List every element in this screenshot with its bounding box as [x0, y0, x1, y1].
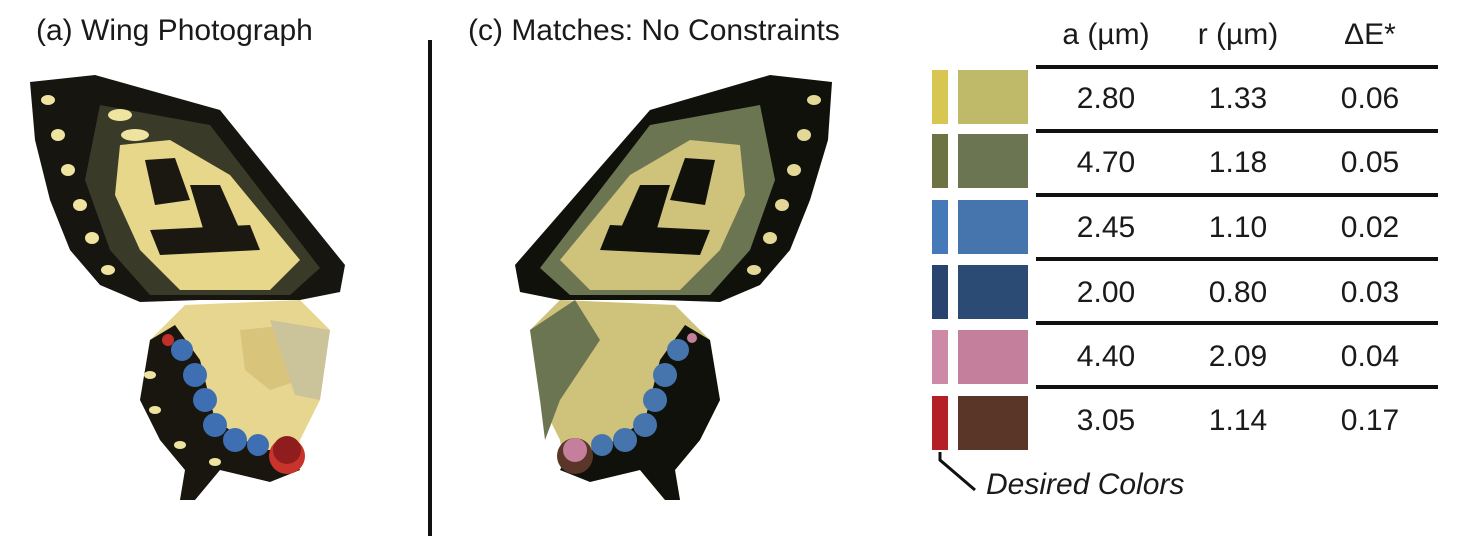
cell-a: 4.40 — [1076, 340, 1136, 373]
desired-color-swatch — [932, 330, 948, 384]
desired-color-swatch — [932, 396, 948, 450]
cell-delta-e: 0.05 — [1340, 146, 1400, 179]
wing-matches — [515, 75, 832, 500]
matched-color-swatch — [958, 70, 1028, 124]
cell-r: 0.80 — [1208, 276, 1268, 309]
cell-delta-e: 0.02 — [1340, 211, 1400, 244]
column-header-a: a (µm) — [1062, 18, 1150, 51]
matched-color-swatch — [958, 200, 1028, 254]
cell-a: 3.05 — [1076, 404, 1136, 437]
desired-color-swatch — [932, 134, 948, 188]
panel-divider — [428, 40, 432, 536]
table-rule — [1036, 257, 1438, 261]
table-rule — [1036, 385, 1438, 389]
cell-r: 1.33 — [1208, 82, 1268, 115]
panel-c-title: (c) Matches: No Constraints — [468, 14, 840, 47]
cell-r: 1.14 — [1208, 404, 1268, 437]
desired-color-swatch — [932, 200, 948, 254]
cell-a: 4.70 — [1076, 146, 1136, 179]
table-rule — [1036, 129, 1438, 133]
table-rule — [1036, 65, 1438, 69]
cell-delta-e: 0.04 — [1340, 340, 1400, 373]
matched-color-swatch — [958, 396, 1028, 450]
cell-delta-e: 0.06 — [1340, 82, 1400, 115]
desired-colors-label: Desired Colors — [986, 468, 1185, 501]
table-rule — [1036, 193, 1438, 197]
matched-color-swatch — [958, 330, 1028, 384]
cell-delta-e: 0.17 — [1340, 404, 1400, 437]
cell-r: 1.18 — [1208, 146, 1268, 179]
matched-color-swatch — [958, 134, 1028, 188]
cell-a: 2.00 — [1076, 276, 1136, 309]
desired-color-swatch — [932, 265, 948, 319]
cell-r: 2.09 — [1208, 340, 1268, 373]
column-header-r: r (µm) — [1197, 18, 1279, 51]
panel-a-title: (a) Wing Photograph — [36, 14, 313, 47]
desired-color-swatch — [932, 70, 948, 124]
cell-a: 2.80 — [1076, 82, 1136, 115]
cell-r: 1.10 — [1208, 211, 1268, 244]
column-header-delta-e: ΔE* — [1344, 18, 1396, 51]
matched-color-swatch — [958, 265, 1028, 319]
cell-a: 2.45 — [1076, 211, 1136, 244]
wing-photograph — [30, 75, 345, 500]
table-rule — [1036, 321, 1438, 325]
cell-delta-e: 0.03 — [1340, 276, 1400, 309]
